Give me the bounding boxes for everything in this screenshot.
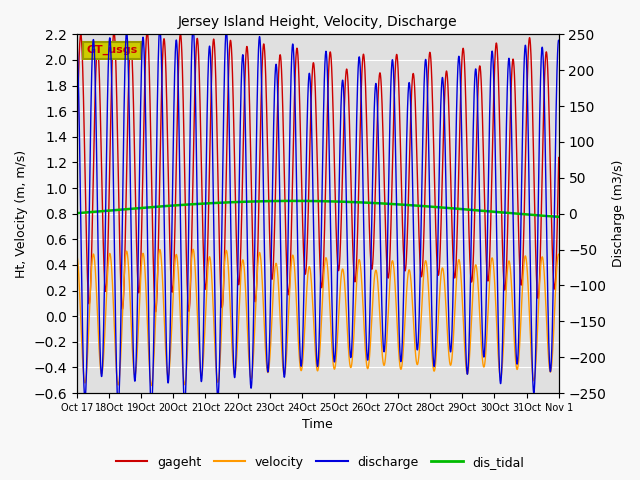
gageht <box>73 143 81 149</box>
gageht <box>433 251 440 256</box>
discharge <box>555 37 563 43</box>
Line: velocity: velocity <box>77 249 559 385</box>
dis_tidal <box>291 198 298 204</box>
dis_tidal <box>257 198 265 204</box>
Y-axis label: Ht, Velocity (m, m/s): Ht, Velocity (m, m/s) <box>15 150 28 278</box>
gageht <box>257 95 265 100</box>
Line: gageht: gageht <box>77 31 559 312</box>
discharge <box>161 240 168 245</box>
velocity <box>148 383 156 388</box>
Title: Jersey Island Height, Velocity, Discharge: Jersey Island Height, Velocity, Discharg… <box>178 15 458 29</box>
gageht <box>161 39 168 45</box>
dis_tidal <box>555 214 563 220</box>
discharge <box>387 96 394 102</box>
velocity <box>469 284 477 289</box>
velocity <box>362 357 370 362</box>
gageht <box>469 258 477 264</box>
velocity <box>387 272 394 277</box>
dis_tidal <box>433 204 440 210</box>
discharge <box>189 24 197 30</box>
discharge <box>433 304 440 310</box>
velocity <box>73 252 81 258</box>
velocity <box>433 347 440 353</box>
gageht <box>143 28 151 34</box>
discharge <box>469 127 477 132</box>
discharge <box>257 66 265 72</box>
discharge <box>73 40 81 46</box>
Line: discharge: discharge <box>77 27 559 407</box>
Legend: gageht, velocity, discharge, dis_tidal: gageht, velocity, discharge, dis_tidal <box>111 451 529 474</box>
discharge <box>362 332 370 337</box>
velocity <box>161 323 168 329</box>
dis_tidal <box>73 210 81 216</box>
discharge <box>148 404 156 409</box>
velocity <box>189 246 197 252</box>
gageht <box>152 309 159 315</box>
dis_tidal <box>161 203 168 209</box>
velocity <box>257 261 265 267</box>
gageht <box>362 99 370 105</box>
velocity <box>555 252 563 257</box>
X-axis label: Time: Time <box>303 419 333 432</box>
Text: GT_usgs: GT_usgs <box>86 45 138 55</box>
dis_tidal <box>362 200 370 205</box>
gageht <box>555 155 563 160</box>
gageht <box>387 239 394 245</box>
dis_tidal <box>387 201 394 207</box>
Y-axis label: Discharge (m3/s): Discharge (m3/s) <box>612 160 625 267</box>
dis_tidal <box>469 207 477 213</box>
Line: dis_tidal: dis_tidal <box>77 201 559 217</box>
